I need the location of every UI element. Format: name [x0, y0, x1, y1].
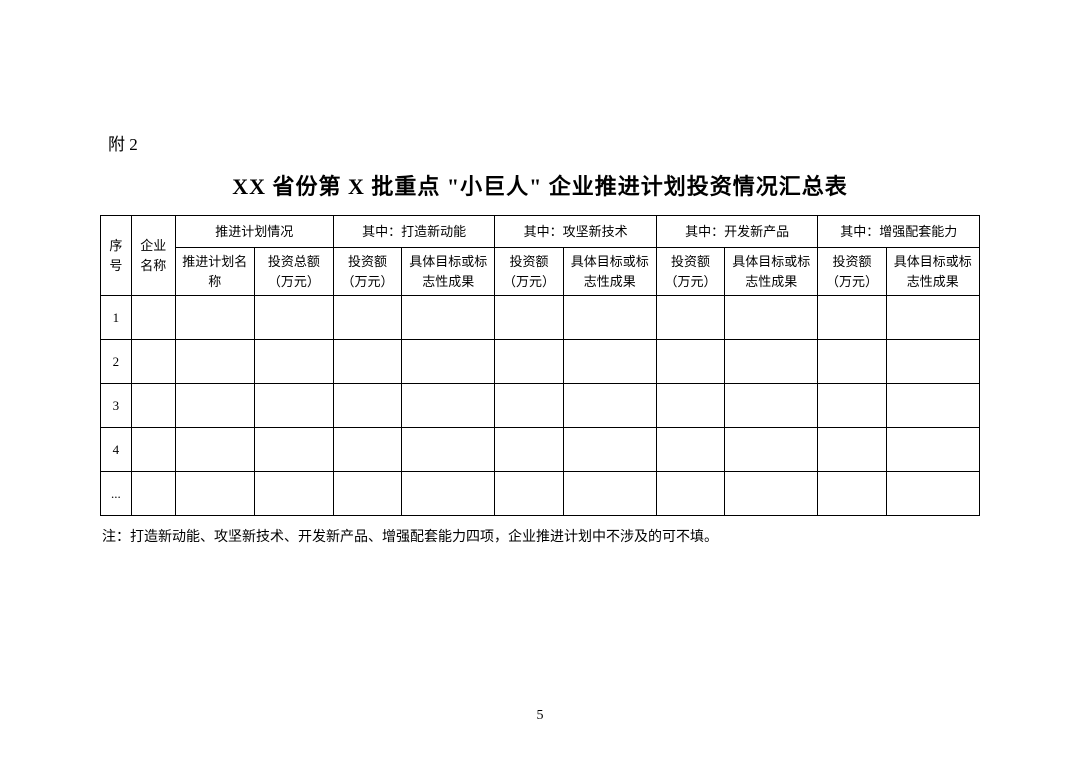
- cell-seq: ...: [101, 472, 132, 516]
- col-plan-name: 推进计划名称: [175, 248, 254, 296]
- cell: [818, 384, 886, 428]
- cell: [886, 384, 980, 428]
- col-group-power: 其中：打造新动能: [333, 216, 495, 248]
- page-title: XX 省份第 X 批重点 "小巨人" 企业推进计划投资情况汇总表: [100, 169, 980, 201]
- table-row: ...: [101, 472, 980, 516]
- cell: [656, 472, 724, 516]
- cell: [886, 472, 980, 516]
- cell: [818, 340, 886, 384]
- cell: [131, 472, 175, 516]
- cell: [656, 428, 724, 472]
- page-number: 5: [537, 708, 544, 724]
- cell-seq: 3: [101, 384, 132, 428]
- col-tech-goal: 具体目标或标志性成果: [563, 248, 656, 296]
- cell: [886, 428, 980, 472]
- col-product-amount: 投资额（万元）: [656, 248, 724, 296]
- cell: [254, 428, 333, 472]
- col-enterprise: 企业名称: [131, 216, 175, 296]
- cell: [656, 340, 724, 384]
- cell: [818, 296, 886, 340]
- cell: [131, 340, 175, 384]
- cell-seq: 4: [101, 428, 132, 472]
- cell: [254, 472, 333, 516]
- cell: [563, 428, 656, 472]
- table-row: 3: [101, 384, 980, 428]
- cell: [333, 428, 401, 472]
- cell: [725, 472, 818, 516]
- table-row: 2: [101, 340, 980, 384]
- cell: [333, 340, 401, 384]
- cell: [175, 472, 254, 516]
- cell: [656, 384, 724, 428]
- table-row: 4: [101, 428, 980, 472]
- cell: [495, 340, 563, 384]
- cell: [725, 340, 818, 384]
- cell: [725, 384, 818, 428]
- annex-label: 附 2: [108, 130, 980, 155]
- col-group-tech: 其中：攻坚新技术: [495, 216, 657, 248]
- cell: [495, 472, 563, 516]
- col-capacity-goal: 具体目标或标志性成果: [886, 248, 980, 296]
- col-tech-amount: 投资额（万元）: [495, 248, 563, 296]
- cell: [131, 384, 175, 428]
- cell: [402, 340, 495, 384]
- cell-seq: 1: [101, 296, 132, 340]
- cell: [402, 296, 495, 340]
- investment-summary-table: 序号 企业名称 推进计划情况 其中：打造新动能 其中：攻坚新技术 其中：开发新产…: [100, 215, 980, 516]
- cell: [402, 384, 495, 428]
- cell: [725, 296, 818, 340]
- col-group-plan: 推进计划情况: [175, 216, 333, 248]
- cell-seq: 2: [101, 340, 132, 384]
- cell: [563, 296, 656, 340]
- cell: [175, 428, 254, 472]
- cell: [175, 340, 254, 384]
- cell: [725, 428, 818, 472]
- cell: [495, 384, 563, 428]
- cell: [254, 296, 333, 340]
- col-group-product: 其中：开发新产品: [656, 216, 818, 248]
- cell: [495, 296, 563, 340]
- cell: [495, 428, 563, 472]
- cell: [886, 340, 980, 384]
- cell: [254, 384, 333, 428]
- cell: [563, 472, 656, 516]
- cell: [175, 296, 254, 340]
- cell: [563, 384, 656, 428]
- cell: [402, 472, 495, 516]
- cell: [402, 428, 495, 472]
- footnote: 注：打造新动能、攻坚新技术、开发新产品、增强配套能力四项，企业推进计划中不涉及的…: [102, 526, 980, 546]
- cell: [333, 472, 401, 516]
- cell: [131, 428, 175, 472]
- cell: [656, 296, 724, 340]
- col-plan-total: 投资总额（万元）: [254, 248, 333, 296]
- cell: [818, 428, 886, 472]
- cell: [818, 472, 886, 516]
- cell: [131, 296, 175, 340]
- col-seq: 序号: [101, 216, 132, 296]
- cell: [333, 296, 401, 340]
- cell: [175, 384, 254, 428]
- col-power-amount: 投资额（万元）: [333, 248, 401, 296]
- table-row: 1: [101, 296, 980, 340]
- col-group-capacity: 其中：增强配套能力: [818, 216, 980, 248]
- cell: [886, 296, 980, 340]
- col-capacity-amount: 投资额（万元）: [818, 248, 886, 296]
- col-power-goal: 具体目标或标志性成果: [402, 248, 495, 296]
- cell: [563, 340, 656, 384]
- cell: [333, 384, 401, 428]
- col-product-goal: 具体目标或标志性成果: [725, 248, 818, 296]
- cell: [254, 340, 333, 384]
